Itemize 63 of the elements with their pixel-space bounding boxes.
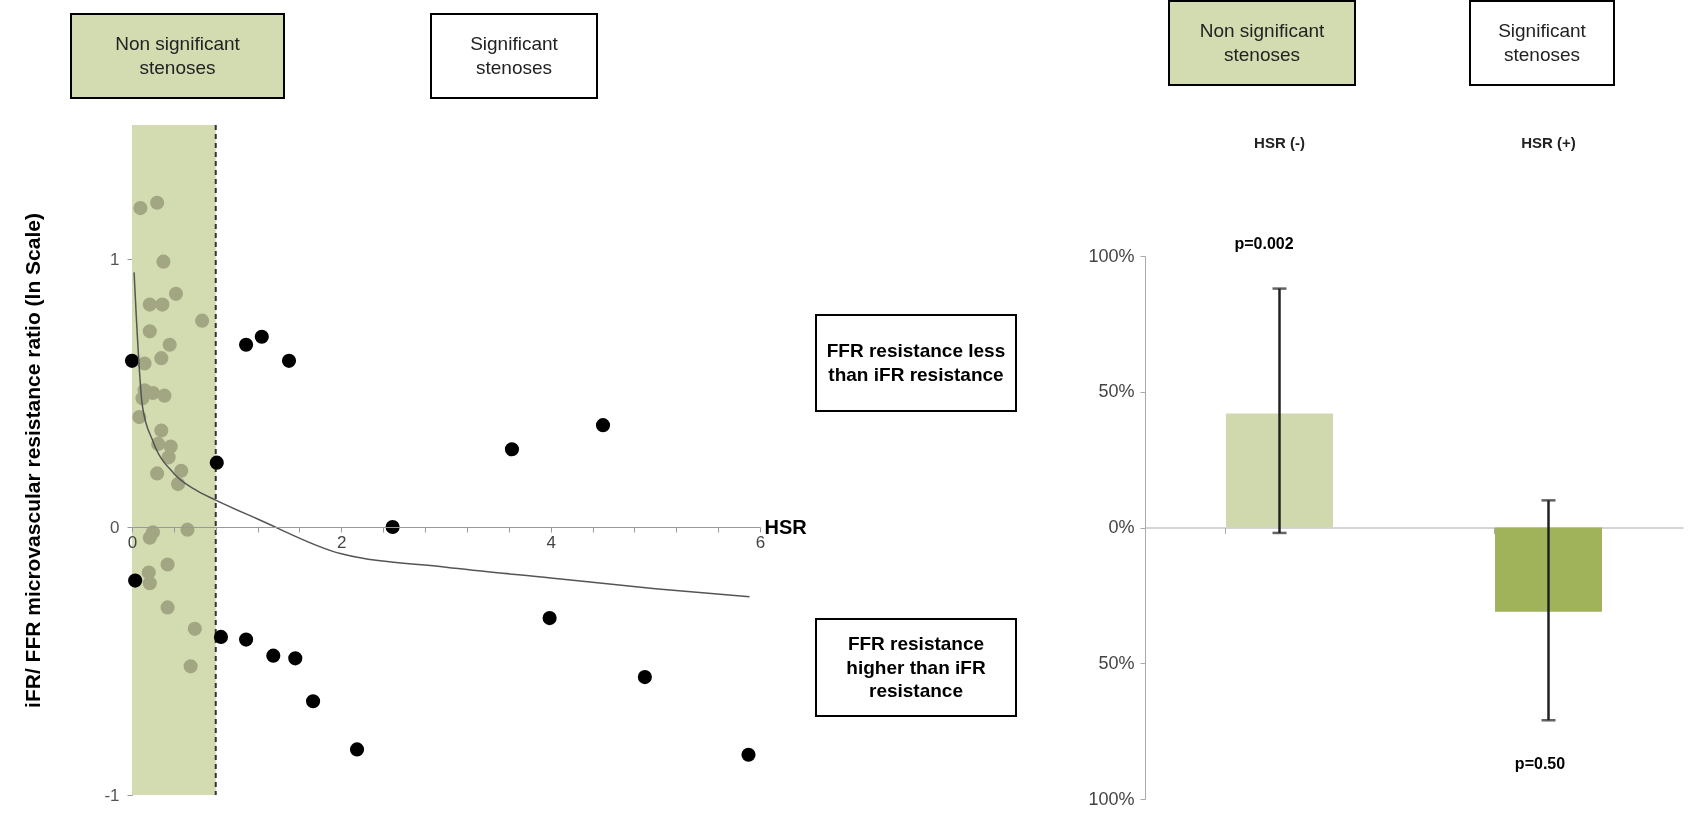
point [155, 297, 170, 312]
y-tick-label: 1 [110, 249, 120, 269]
point [174, 463, 189, 478]
text: Significant stenoses [1469, 0, 1615, 86]
text: FFR resistance less than iFR resistance [815, 314, 1017, 412]
text: Non significant stenoses [70, 13, 285, 99]
point [504, 442, 520, 457]
point [239, 337, 254, 352]
point [142, 576, 157, 591]
point [254, 329, 269, 344]
point [170, 477, 186, 492]
y-tick-label: 0% [1108, 517, 1135, 537]
point [349, 742, 365, 757]
y-axis-title: iFR/ FFR microvascular resistance ratio (ln Scale) [21, 213, 45, 708]
point [142, 297, 157, 312]
point [195, 313, 210, 328]
point [154, 351, 169, 366]
point [281, 353, 297, 368]
point [306, 694, 321, 709]
point [542, 611, 557, 626]
point [187, 621, 202, 636]
text: Significant stenoses [430, 13, 598, 99]
point [183, 659, 198, 674]
point [168, 286, 184, 301]
x-tick-label: 4 [546, 532, 556, 552]
text: Non significant stenoses [1168, 0, 1356, 86]
y-tick-label: 0 [110, 517, 120, 537]
y-tick-label: 50% [1098, 381, 1135, 402]
point [239, 632, 254, 647]
point [288, 651, 303, 666]
x-tick-label: 2 [337, 532, 347, 552]
point [150, 195, 165, 210]
x-tick-label: HSR (-) [1254, 133, 1305, 151]
point [741, 747, 756, 762]
point [266, 648, 281, 663]
point [142, 530, 157, 545]
point [162, 337, 177, 352]
y-tick-label: 100% [1088, 788, 1135, 809]
point [595, 418, 611, 433]
point [161, 450, 176, 465]
y-tick-label: 100% [1088, 245, 1135, 266]
y-tick-label: 50% [1098, 652, 1135, 673]
point [128, 573, 143, 588]
x-tick-label: 6 [755, 532, 766, 552]
point [142, 324, 157, 339]
text: p=0.002 [1233, 234, 1295, 254]
point [133, 201, 148, 216]
annotation: p=0.50 [1513, 754, 1567, 774]
point [213, 629, 229, 644]
text: FFR resistance higher than iFR resistance [815, 618, 1017, 717]
point [160, 557, 175, 572]
point [637, 670, 652, 685]
y-tick-label: -1 [104, 785, 120, 805]
x-tick-label: 0 [127, 532, 138, 552]
point [150, 466, 165, 481]
x-axis-title: HSR [764, 515, 808, 538]
point [209, 455, 224, 470]
point [160, 600, 175, 615]
point [124, 353, 140, 368]
point [157, 388, 172, 403]
point [156, 254, 171, 269]
x-tick-label: HSR (+) [1521, 133, 1576, 151]
point [154, 423, 169, 438]
